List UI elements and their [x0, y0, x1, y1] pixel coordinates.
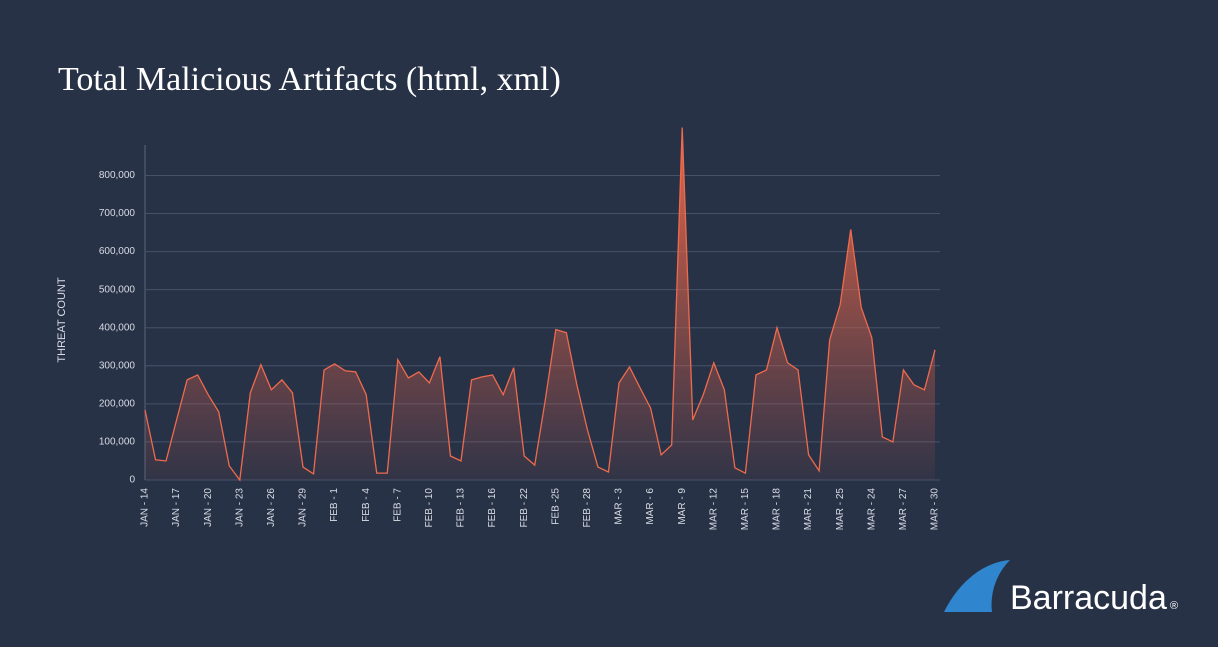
area	[145, 127, 935, 480]
brand-mark: ®	[1170, 600, 1178, 612]
y-tick-label: 700,000	[99, 208, 136, 219]
x-tick-label: FEB - 13	[456, 488, 467, 528]
x-tick-label: MAR - 12	[708, 488, 719, 531]
y-tick-label: 100,000	[99, 437, 136, 448]
x-tick-label: FEB - 7	[392, 488, 403, 522]
x-tick-label: JAN - 14	[140, 488, 151, 527]
x-tick-label: MAR - 6	[645, 488, 656, 525]
logo-fin	[944, 560, 1010, 612]
x-tick-label: FEB - 16	[487, 488, 498, 528]
x-tick-label: MAR - 25	[835, 488, 846, 531]
x-tick-label: MAR - 15	[740, 488, 751, 531]
x-tick-label: MAR - 24	[866, 488, 877, 531]
brand-name: Barracuda	[1010, 579, 1167, 617]
x-tick-label: MAR - 3	[614, 488, 625, 525]
x-tick-label: MAR - 27	[898, 488, 909, 531]
x-tick-label: JAN - 26	[266, 488, 277, 527]
x-tick-label: MAR - 18	[772, 488, 783, 531]
x-tick-label: FEB - 22	[519, 488, 530, 528]
x-tick-label: MAR - 9	[677, 488, 688, 525]
y-tick-label: 500,000	[99, 284, 136, 295]
y-tick-label: 400,000	[99, 322, 136, 333]
y-tick-label: 0	[129, 475, 135, 486]
x-tick-label: FEB - 4	[361, 488, 372, 522]
chart-title: Total Malicious Artifacts (html, xml)	[58, 61, 561, 98]
y-tick-label: 300,000	[99, 360, 136, 371]
x-tick-label: FEB - 1	[329, 488, 340, 522]
y-tick-label: 600,000	[99, 246, 136, 257]
y-tick-label: 200,000	[99, 399, 136, 410]
x-tick-label: JAN - 17	[171, 488, 182, 527]
x-tick-label: JAN - 23	[234, 488, 245, 527]
y-axis-label: THREAT COUNT	[56, 277, 68, 362]
x-tick-label: MAR - 21	[803, 488, 814, 531]
x-tick-label: FEB - 28	[582, 488, 593, 528]
line	[144, 127, 936, 482]
x-tick-label: JAN - 29	[298, 488, 309, 527]
x-tick-label: MAR - 30	[930, 488, 941, 531]
y-tick-label: 800,000	[99, 170, 136, 181]
x-tick-label: FEB -25	[550, 488, 561, 525]
x-tick-label: FEB - 10	[424, 488, 435, 528]
x-tick-label: JAN - 20	[203, 488, 214, 527]
